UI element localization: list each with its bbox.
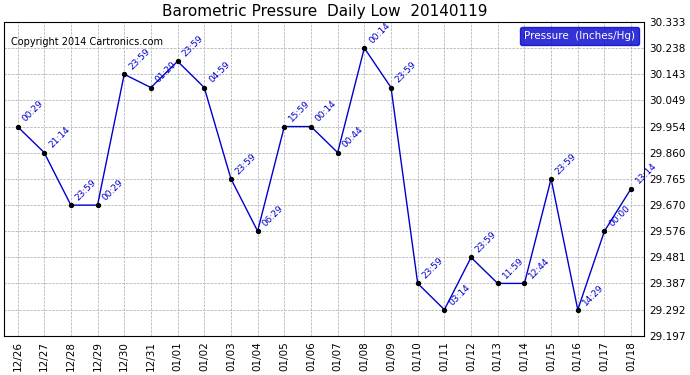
Text: 14:29: 14:29 <box>580 282 605 307</box>
Title: Barometric Pressure  Daily Low  20140119: Barometric Pressure Daily Low 20140119 <box>161 4 487 19</box>
Text: 00:14: 00:14 <box>314 99 338 124</box>
Point <box>39 150 50 156</box>
Point <box>226 176 237 182</box>
Point <box>146 84 157 90</box>
Text: 13:14: 13:14 <box>634 161 658 186</box>
Point <box>412 280 423 286</box>
Text: 23:59: 23:59 <box>234 152 258 176</box>
Text: 23:59: 23:59 <box>474 230 498 255</box>
Point <box>626 186 637 192</box>
Point <box>252 228 263 234</box>
Text: 00:14: 00:14 <box>367 21 392 45</box>
Point <box>572 307 583 313</box>
Point <box>519 280 530 286</box>
Text: 15:59: 15:59 <box>287 99 312 124</box>
Text: 03:14: 03:14 <box>447 282 472 307</box>
Text: 21:14: 21:14 <box>47 125 72 150</box>
Point <box>119 71 130 77</box>
Point <box>386 84 397 90</box>
Text: 12:44: 12:44 <box>527 256 551 280</box>
Text: 04:59: 04:59 <box>207 60 232 85</box>
Text: 06:29: 06:29 <box>260 204 285 228</box>
Text: 01:20: 01:20 <box>154 60 178 85</box>
Legend: Pressure  (Inches/Hg): Pressure (Inches/Hg) <box>520 27 639 45</box>
Point <box>439 307 450 313</box>
Text: 11:59: 11:59 <box>500 256 525 280</box>
Text: Copyright 2014 Cartronics.com: Copyright 2014 Cartronics.com <box>10 38 163 47</box>
Point <box>66 202 77 208</box>
Point <box>546 176 557 182</box>
Text: 23:59: 23:59 <box>74 178 98 203</box>
Point <box>12 124 23 130</box>
Point <box>359 45 370 51</box>
Text: 23:59: 23:59 <box>180 34 205 58</box>
Text: 23:59: 23:59 <box>420 256 445 280</box>
Point <box>199 84 210 90</box>
Point <box>492 280 503 286</box>
Text: 00:44: 00:44 <box>340 125 365 150</box>
Point <box>92 202 103 208</box>
Point <box>466 254 477 260</box>
Point <box>599 228 610 234</box>
Point <box>306 124 317 130</box>
Text: 23:59: 23:59 <box>394 60 418 85</box>
Point <box>172 58 183 64</box>
Point <box>279 124 290 130</box>
Text: 23:59: 23:59 <box>554 152 578 176</box>
Point <box>332 150 343 156</box>
Text: 00:00: 00:00 <box>607 204 632 228</box>
Text: 23:59: 23:59 <box>127 47 152 72</box>
Text: 00:29: 00:29 <box>100 178 125 203</box>
Text: 00:29: 00:29 <box>20 99 45 124</box>
